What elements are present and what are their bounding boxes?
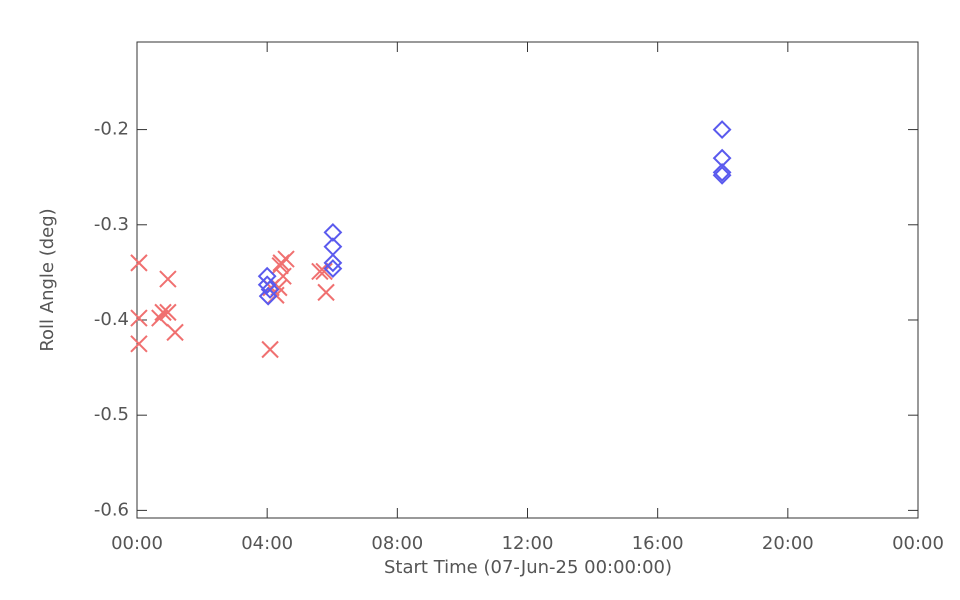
x-tick-label: 00:00 — [892, 533, 944, 554]
x-marker — [130, 309, 148, 327]
x-marker — [311, 262, 329, 281]
x-marker — [130, 335, 148, 353]
y-tick-label: -0.3 — [94, 214, 129, 235]
y-tick-label: -0.6 — [94, 499, 129, 520]
x-tick-label: 12:00 — [502, 533, 554, 554]
x-marker — [159, 303, 177, 322]
x-marker — [154, 303, 172, 322]
x-tick-label: 16:00 — [632, 533, 684, 554]
diamond-marker — [323, 253, 343, 273]
x-tick-label: 20:00 — [762, 533, 814, 554]
x-marker — [271, 257, 289, 275]
diamond-marker — [712, 120, 732, 139]
x-tick-label: 08:00 — [371, 533, 423, 554]
y-tick-label: -0.2 — [94, 119, 129, 140]
x-marker — [130, 254, 148, 272]
plot-frame — [136, 41, 919, 519]
y-tick-label: -0.4 — [94, 309, 129, 330]
x-marker — [151, 309, 169, 327]
diamond-marker — [712, 165, 732, 185]
diamond-marker — [257, 275, 277, 295]
y-axis-label: Roll Angle (deg) — [37, 208, 58, 351]
diamond-marker — [323, 259, 343, 278]
x-marker — [317, 283, 335, 302]
x-marker — [261, 340, 279, 359]
x-tick-label: 00:00 — [111, 533, 163, 554]
x-tick-label: 04:00 — [241, 533, 293, 554]
x-axis-label: Start Time (07-Jun-25 00:00:00) — [384, 557, 672, 578]
diamond-marker — [260, 280, 280, 299]
x-marker — [159, 270, 177, 288]
x-marker — [166, 323, 184, 342]
x-marker — [274, 267, 292, 285]
diamond-marker — [712, 163, 732, 182]
diamond-marker — [323, 222, 343, 242]
y-tick-label: -0.5 — [94, 404, 129, 425]
